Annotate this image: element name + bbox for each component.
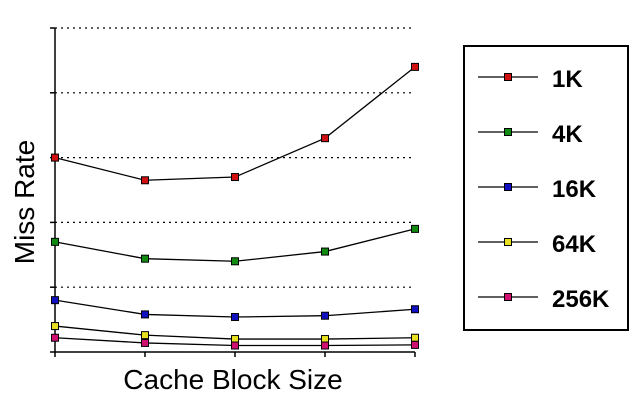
data-point-4k xyxy=(231,257,239,266)
data-point-64k xyxy=(411,333,419,342)
legend-label: 1K xyxy=(552,66,583,93)
legend-label: 16K xyxy=(552,176,597,203)
legend: 1K 4K 16K 64K 256K xyxy=(463,45,629,331)
legend-marker xyxy=(504,73,512,81)
x-axis-title: Cache Block Size xyxy=(123,364,342,395)
data-point-256k xyxy=(231,341,239,350)
legend-box xyxy=(463,45,629,331)
data-point-4k xyxy=(141,254,149,263)
data-point-256k xyxy=(411,340,419,349)
data-point-256k xyxy=(321,341,329,350)
legend-label: 4K xyxy=(552,121,583,148)
series-line-4k xyxy=(54,228,416,262)
data-point-4k xyxy=(411,224,419,233)
data-point-16k xyxy=(321,311,329,320)
data-point-1k xyxy=(321,134,329,143)
data-point-16k xyxy=(141,310,149,319)
data-point-16k xyxy=(51,296,59,305)
data-point-64k xyxy=(51,322,59,331)
data-point-1k xyxy=(141,176,149,185)
series-line-1k xyxy=(54,66,416,181)
legend-marker xyxy=(504,293,512,301)
series-group xyxy=(51,62,419,350)
legend-marker xyxy=(504,183,512,191)
gridlines xyxy=(55,27,415,288)
data-point-16k xyxy=(411,305,419,314)
legend-marker xyxy=(504,238,512,246)
data-point-64k xyxy=(321,335,329,344)
legend-label: 64K xyxy=(552,231,597,258)
data-point-4k xyxy=(51,237,59,246)
data-point-1k xyxy=(411,62,419,71)
data-point-64k xyxy=(231,335,239,344)
data-point-256k xyxy=(141,338,149,347)
data-point-256k xyxy=(51,333,59,342)
data-point-4k xyxy=(321,247,329,256)
legend-marker xyxy=(504,128,512,136)
data-point-1k xyxy=(51,153,59,162)
y-axis-title: Miss Rate xyxy=(9,140,40,264)
data-point-16k xyxy=(231,313,239,322)
data-point-1k xyxy=(231,173,239,182)
data-point-64k xyxy=(141,331,149,340)
legend-label: 256K xyxy=(552,286,610,313)
